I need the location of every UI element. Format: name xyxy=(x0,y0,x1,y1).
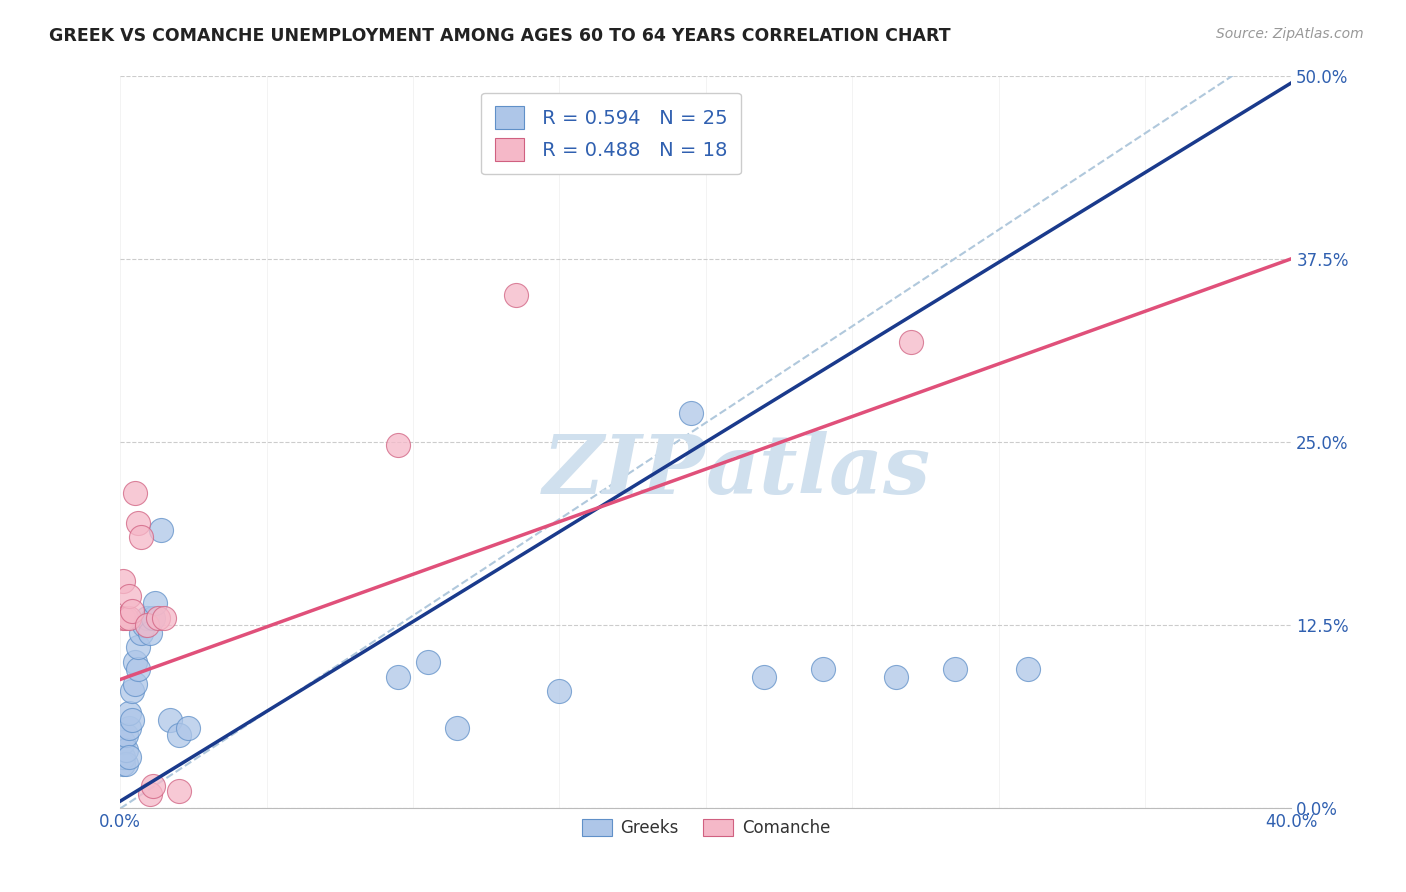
Point xyxy=(115,728,138,742)
Point xyxy=(141,780,163,794)
Text: Source: ZipAtlas.com: Source: ZipAtlas.com xyxy=(1216,27,1364,41)
Point xyxy=(135,611,157,625)
Point xyxy=(112,611,135,625)
Point xyxy=(148,611,170,625)
Point xyxy=(115,611,138,625)
Point xyxy=(124,655,146,669)
Legend: Greeks, Comanche: Greeks, Comanche xyxy=(575,813,837,844)
Text: GREEK VS COMANCHE UNEMPLOYMENT AMONG AGES 60 TO 64 YEARS CORRELATION CHART: GREEK VS COMANCHE UNEMPLOYMENT AMONG AGE… xyxy=(49,27,950,45)
Point xyxy=(121,714,143,728)
Point xyxy=(115,743,138,757)
Point xyxy=(121,603,143,617)
Point xyxy=(167,784,190,798)
Point xyxy=(548,684,571,698)
Point xyxy=(121,684,143,698)
Point xyxy=(138,625,160,640)
Point xyxy=(112,735,135,749)
Point xyxy=(141,611,163,625)
Point xyxy=(754,669,776,683)
Point xyxy=(118,706,141,721)
Point xyxy=(118,589,141,603)
Point xyxy=(118,750,141,764)
Point xyxy=(124,486,146,500)
Point xyxy=(129,530,152,544)
Point xyxy=(387,669,409,683)
Point xyxy=(118,721,141,735)
Point xyxy=(127,662,149,676)
Point xyxy=(129,625,152,640)
Point xyxy=(135,618,157,632)
Point xyxy=(112,574,135,589)
Point xyxy=(132,618,155,632)
Point xyxy=(1017,662,1039,676)
Point xyxy=(127,640,149,655)
Point xyxy=(112,757,135,772)
Point xyxy=(159,714,181,728)
Point xyxy=(505,288,527,302)
Point xyxy=(176,721,198,735)
Point xyxy=(681,406,703,420)
Point xyxy=(115,757,138,772)
Point xyxy=(124,677,146,691)
Point xyxy=(112,750,135,764)
Point xyxy=(138,787,160,801)
Text: atlas: atlas xyxy=(706,432,931,511)
Point xyxy=(416,655,439,669)
Point xyxy=(900,335,922,350)
Point xyxy=(145,596,167,610)
Point xyxy=(387,438,409,452)
Point xyxy=(118,611,141,625)
Point xyxy=(943,662,966,676)
Point xyxy=(150,523,173,537)
Point xyxy=(446,721,468,735)
Point xyxy=(153,611,176,625)
Point xyxy=(127,516,149,530)
Point xyxy=(167,728,190,742)
Point xyxy=(884,669,907,683)
Point xyxy=(811,662,834,676)
Text: ZIP: ZIP xyxy=(543,432,706,511)
